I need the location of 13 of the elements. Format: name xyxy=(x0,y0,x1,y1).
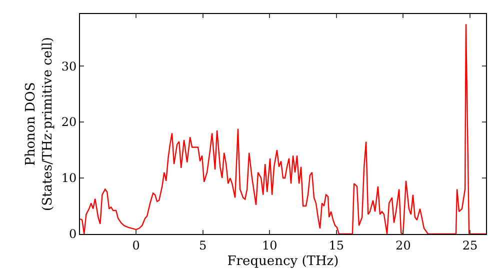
y-tick-label: 10 xyxy=(61,171,77,186)
x-tick-label: 0 xyxy=(132,238,140,252)
x-axis-title: Frequency (THz) xyxy=(227,254,339,269)
y-tick-label: 20 xyxy=(61,115,77,130)
x-tick-label: 15 xyxy=(328,238,344,252)
line-series xyxy=(80,23,486,234)
x-tick-label: 5 xyxy=(199,238,207,252)
y-tick-label: 30 xyxy=(61,59,77,74)
x-tick-label: 10 xyxy=(262,238,278,252)
y-axis-title: Phonon DOS (States/THz·primitive cell) xyxy=(23,36,56,212)
x-tick-label: 20 xyxy=(396,238,411,252)
y-tick-label: 0 xyxy=(68,227,77,242)
x-tick-label: 25 xyxy=(462,238,478,252)
